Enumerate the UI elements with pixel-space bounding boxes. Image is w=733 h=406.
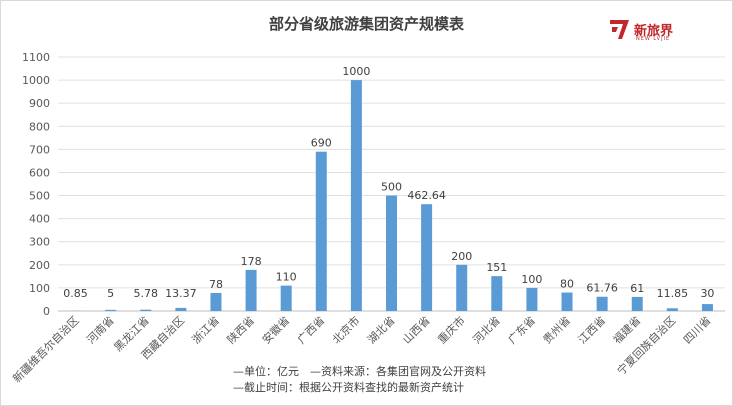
category-label: 福建省 — [610, 313, 643, 346]
bar — [701, 304, 713, 311]
y-tick-label: 1000 — [22, 74, 50, 87]
y-tick-label: 500 — [29, 190, 50, 203]
note-unit-source: —单位：亿元 —资料来源：各集团官网及公开资料 — [233, 365, 486, 378]
note-cutoff-time: —截止时间：根据公开资料查找的最新资产统计 — [233, 381, 464, 394]
category-label: 河北省 — [470, 314, 503, 347]
category-label: 陕西省 — [224, 313, 257, 346]
data-label: 5 — [107, 287, 114, 300]
y-tick-label: 900 — [29, 97, 50, 110]
bar — [491, 276, 503, 311]
bar — [350, 80, 362, 311]
category-label: 浙江省 — [190, 314, 223, 347]
data-labels: 0.85 5 5.78 13.37 78 178 110 690 1000 500 462.64 20… — [63, 65, 714, 300]
y-tick-label: 100 — [29, 282, 50, 295]
bar — [175, 307, 187, 311]
category-label: 四川省 — [681, 314, 714, 347]
data-label: 462.64 — [407, 189, 446, 202]
bar — [140, 309, 152, 311]
data-label: 61 — [630, 282, 644, 295]
y-tick-label: 700 — [29, 143, 50, 156]
data-label: 78 — [209, 278, 223, 291]
bar — [105, 309, 117, 311]
data-label: 110 — [276, 271, 297, 284]
data-label: 151 — [486, 261, 507, 274]
data-label: 80 — [560, 278, 574, 291]
logo-mark-icon — [610, 20, 629, 39]
data-label: 61.76 — [586, 282, 618, 295]
y-tick-label: 200 — [29, 259, 50, 272]
bar — [561, 292, 573, 311]
brand-logo: 新旅界 NEW LVJIE — [608, 17, 688, 47]
bar — [421, 204, 433, 311]
bar — [280, 285, 292, 311]
category-label: 广东省 — [506, 314, 539, 347]
data-label: 500 — [381, 181, 402, 194]
y-tick-label: 600 — [29, 166, 50, 179]
category-label: 河南省 — [84, 314, 117, 347]
data-label: 1000 — [342, 65, 370, 78]
data-label: 5.78 — [134, 287, 159, 300]
category-label: 安徽省 — [259, 313, 292, 346]
bar — [631, 296, 643, 311]
bar — [666, 308, 678, 311]
bar — [245, 269, 257, 311]
bar — [315, 151, 327, 311]
data-label: 0.85 — [63, 287, 88, 300]
data-label: 100 — [521, 273, 542, 286]
data-label: 13.37 — [165, 287, 197, 300]
data-label: 178 — [241, 255, 262, 268]
data-label: 200 — [451, 250, 472, 263]
data-label: 690 — [311, 137, 332, 150]
category-label: 宁夏回族自治区 — [614, 313, 678, 377]
y-tick-label: 400 — [29, 213, 50, 226]
chart-title: 部分省级旅游集团资产规模表 — [268, 15, 464, 33]
bar — [386, 195, 397, 311]
category-label: 新疆维吾尔自治区 — [10, 313, 82, 385]
bar — [210, 292, 222, 311]
logo-text: 新旅界 — [634, 24, 674, 39]
category-label: 山西省 — [400, 314, 433, 347]
data-label: 30 — [700, 287, 714, 300]
bar — [526, 287, 538, 311]
bars — [70, 80, 713, 311]
category-label: 江西省 — [576, 314, 609, 347]
category-label: 广西省 — [295, 314, 328, 347]
chart-notes: —单位：亿元 —资料来源：各集团官网及公开资料 —截止时间：根据公开资料查找的最… — [233, 364, 486, 396]
category-label: 重庆市 — [435, 313, 468, 346]
category-label: 北京市 — [329, 313, 362, 346]
y-axis-ticks: 0 100 200 300 400 500 600 700 800 900 1000 1100 — [22, 51, 50, 318]
data-label: 11.85 — [657, 287, 689, 300]
bar — [596, 296, 608, 311]
category-label: 湖北省 — [365, 314, 398, 347]
y-tick-label: 0 — [43, 305, 50, 318]
bar — [456, 264, 468, 311]
category-label: 贵州省 — [541, 314, 574, 347]
y-tick-label: 800 — [29, 120, 50, 133]
y-tick-label: 1100 — [22, 51, 50, 64]
y-tick-label: 300 — [29, 236, 50, 249]
logo-subtext: NEW LVJIE — [636, 36, 671, 42]
